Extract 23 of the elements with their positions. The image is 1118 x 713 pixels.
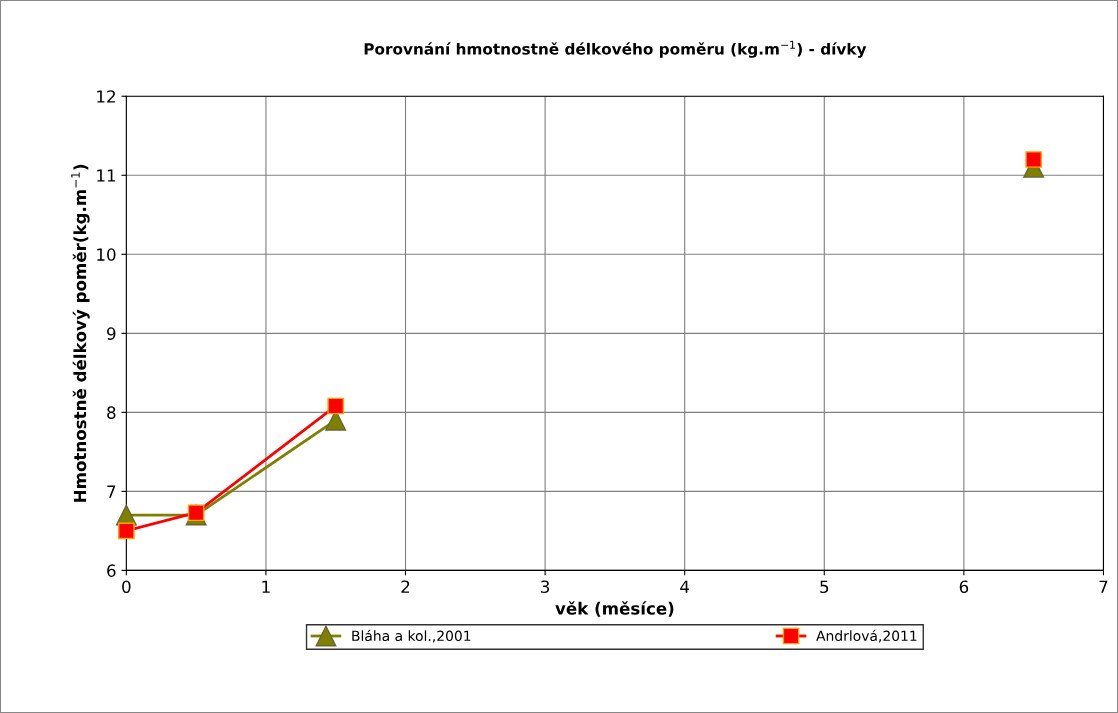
legend-label: Andrlová,2011 bbox=[816, 629, 917, 643]
y-tick-label: 6 bbox=[107, 564, 116, 577]
x-tick-label: 1 bbox=[262, 580, 270, 593]
x-tick-label: 6 bbox=[959, 580, 969, 594]
x-tick-label: 4 bbox=[680, 580, 690, 593]
y-tick-label: 9 bbox=[107, 327, 116, 340]
point bbox=[118, 522, 135, 540]
x-tick-label: 2 bbox=[401, 580, 410, 593]
y-tick-label: 10 bbox=[97, 248, 116, 261]
legend-label: Bláha a kol.,2001 bbox=[352, 629, 471, 643]
x-tick-label: 3 bbox=[541, 580, 550, 594]
x-tick-label: 5 bbox=[820, 580, 829, 594]
x-axis-title: věk (měsíce) bbox=[555, 601, 674, 617]
x-tick-label: 0 bbox=[122, 580, 131, 594]
y-axis-title: Hmotnostně délkový poměr(kg.m$^{−1}$) bbox=[71, 164, 90, 502]
point bbox=[327, 397, 345, 415]
y-tick-label: 8 bbox=[107, 406, 116, 419]
y-tick-label: 12 bbox=[97, 90, 115, 103]
x-tick-label: 7 bbox=[1099, 580, 1108, 593]
y-tick-label: 7 bbox=[107, 485, 116, 498]
point bbox=[1025, 151, 1043, 168]
chart-title: Porovnání hmotnostně délkového poměru (kg.m$^{−1}$) - dívky bbox=[364, 40, 867, 58]
y-tick-label: 11 bbox=[97, 169, 116, 182]
